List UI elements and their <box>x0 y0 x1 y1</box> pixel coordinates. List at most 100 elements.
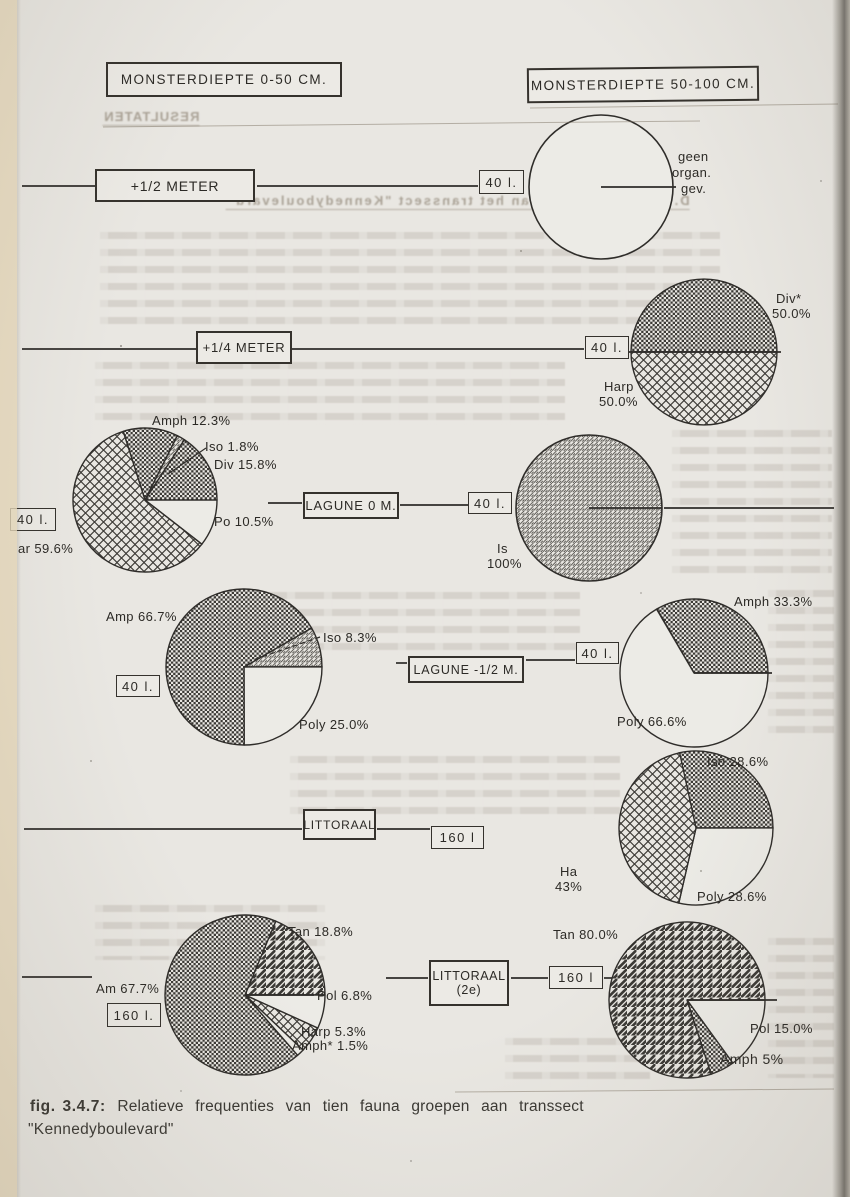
header-depth-50-100: MONSTERDIEPTE 50-100 CM. <box>526 65 760 104</box>
pie3-label-ar: ar 59.6% <box>18 541 74 556</box>
pie-slice-Pol <box>686 999 766 1064</box>
volume-box-r5: 160 l <box>431 826 484 849</box>
volume-box-r4-right: 40 l. <box>576 642 619 664</box>
pie-slice-Iso <box>677 750 774 829</box>
pie2-label-harp-pct: 50.0% <box>599 394 638 409</box>
volume-box-r4-right-label: 40 l. <box>581 645 614 661</box>
pie7-label-iso: Iso 28.6% <box>707 754 769 769</box>
volume-box-r4-left-label: 40 l. <box>121 678 155 694</box>
pie7-label-ha: Ha <box>560 864 578 879</box>
pie5-label-poly: Poly 25.0% <box>299 717 369 732</box>
header-depth-0-50: MONSTERDIEPTE 0-50 CM. <box>106 62 342 97</box>
pie8-label-amph-star: Amph* 1.5% <box>292 1038 369 1053</box>
volume-box-r1-label: 40 l. <box>485 174 518 190</box>
header-depth-0-50-label: MONSTERDIEPTE 0-50 CM. <box>120 72 328 87</box>
bleedthrough-text-block <box>768 590 834 740</box>
pie-slice-Amph <box>656 598 769 674</box>
volume-box-r1: 40 l. <box>479 170 524 194</box>
pie8-label-pol: Pol 6.8% <box>317 988 373 1003</box>
figure-caption-number: fig. 3.4.7: <box>30 1098 106 1115</box>
figure-caption: fig. 3.4.7: Relatieve frequenties van ti… <box>30 1098 690 1116</box>
pie-chart-6 <box>619 598 769 748</box>
pie4-label-is: Is <box>497 541 508 556</box>
depth-box-lagune-minus-half-m-label: LAGUNE -1/2 M. <box>413 662 519 677</box>
volume-box-r3-left: 40 l. <box>10 508 56 531</box>
depth-box-plus-half-meter-label: +1/2 METER <box>130 177 220 194</box>
pie-chart-5 <box>165 588 323 746</box>
depth-box-littoraal-2e-line1: LITTORAAL <box>432 968 506 983</box>
volume-box-r6-left: 160 l. <box>107 1003 161 1027</box>
pie5-label-amp: Amp 66.7% <box>106 609 177 624</box>
pie4-label-is-pct: 100% <box>487 556 522 571</box>
pie-chart-3 <box>72 427 218 573</box>
depth-box-littoraal-2e-line2: (2e) <box>456 983 482 997</box>
volume-box-r2-label: 40 l. <box>590 340 624 355</box>
header-depth-50-100-label: MONSTERDIEPTE 50-100 CM. <box>530 75 756 94</box>
pie5-label-iso: Iso 8.3% <box>323 630 377 645</box>
bleedthrough-text-block <box>290 756 620 818</box>
volume-box-r3-right-label: 40 l. <box>473 495 507 511</box>
pie2-label-harp: Harp <box>604 379 634 394</box>
pie-slice-Tan <box>244 920 326 996</box>
pie8-label-harp: Harp 5.3% <box>301 1024 367 1039</box>
depth-box-lagune-0m-label: LAGUNE 0 M. <box>305 498 397 513</box>
depth-box-plus-quarter-meter-label: +1/4 METER <box>202 340 286 355</box>
pie-slice-Poly <box>619 608 769 748</box>
pie-slice-Amp <box>165 588 313 746</box>
pie7-label-ha-pct: 43% <box>555 879 583 894</box>
pie9-label-pol: Pol 15.0% <box>750 1021 813 1036</box>
pie-slice-Harp <box>630 351 778 426</box>
pie1-note-line3: gev. <box>681 181 707 196</box>
pie3-label-amph: Amph 12.3% <box>152 413 231 428</box>
pie-charts-group <box>72 114 778 1079</box>
depth-box-lagune-0m: LAGUNE 0 M. <box>303 492 399 519</box>
volume-box-r6-right: 160 l <box>549 966 603 989</box>
volume-box-r6-left-label: 160 l. <box>113 1007 155 1023</box>
depth-box-littoraal: LITTORAAL <box>303 809 376 840</box>
bleedthrough-text-block <box>768 938 834 1078</box>
pie-chart-7 <box>618 750 774 906</box>
volume-box-r5-label: 160 l <box>439 830 476 845</box>
bleedthrough-text-block <box>672 430 832 578</box>
pie8-label-tan: Tan 18.8% <box>288 924 354 939</box>
figure-caption-line2: "Kennedyboulevard" <box>28 1121 174 1138</box>
depth-box-littoraal-2e: LITTORAAL (2e) <box>429 960 509 1006</box>
pie-slice-Ha <box>618 752 697 904</box>
depth-box-plus-half-meter: +1/2 METER <box>95 169 255 202</box>
depth-box-plus-quarter-meter: +1/4 METER <box>196 331 292 364</box>
pie2-label-div: Div* <box>776 291 802 306</box>
bleedthrough-text-block <box>95 362 565 424</box>
pie-slice-Am <box>164 914 299 1076</box>
pie2-label-div-pct: 50.0% <box>772 306 811 321</box>
pie8-label-am: Am 67.7% <box>96 981 160 996</box>
volume-box-r2: 40 l. <box>585 336 629 359</box>
depth-box-lagune-minus-half-m: LAGUNE -1/2 M. <box>408 656 524 683</box>
figure-caption-text: Relatieve frequenties van tien fauna gro… <box>117 1098 584 1115</box>
pie6-label-amph: Amph 33.3% <box>734 594 813 609</box>
pie3-label-iso: Iso 1.8% <box>205 439 259 454</box>
pie-slice-Poly <box>678 827 774 906</box>
volume-box-r3-right: 40 l. <box>468 492 512 514</box>
depth-box-littoraal-label: LITTORAAL <box>303 817 376 832</box>
pie3-label-div: Div 15.8% <box>214 457 277 472</box>
pie-chart-2 <box>630 278 778 426</box>
pie9-label-tan: Tan 80.0% <box>553 927 619 942</box>
scan-specks <box>120 345 122 347</box>
pie9-label-amph: Amph 5% <box>720 1051 784 1067</box>
pie-slice-Div* <box>630 278 778 353</box>
pie-slice-Div <box>144 439 218 501</box>
pie-slice-ar <box>72 430 203 573</box>
pie7-label-poly: Poly 28.6% <box>697 889 767 904</box>
volume-box-r6-right-label: 160 l <box>558 970 594 985</box>
pie-chart-8 <box>164 914 326 1076</box>
volume-box-r3-left-label: 40 l. <box>16 512 50 527</box>
pie3-label-po: Po 10.5% <box>214 514 274 529</box>
transect-lines <box>22 103 839 1093</box>
pie1-note-line1: geen <box>678 149 709 164</box>
volume-box-r4-left: 40 l. <box>116 675 160 697</box>
pie1-note-line2: organ. <box>672 165 712 180</box>
pie-slice-Poly <box>243 666 323 746</box>
pie6-label-poly: Poly 66.6% <box>617 714 687 729</box>
